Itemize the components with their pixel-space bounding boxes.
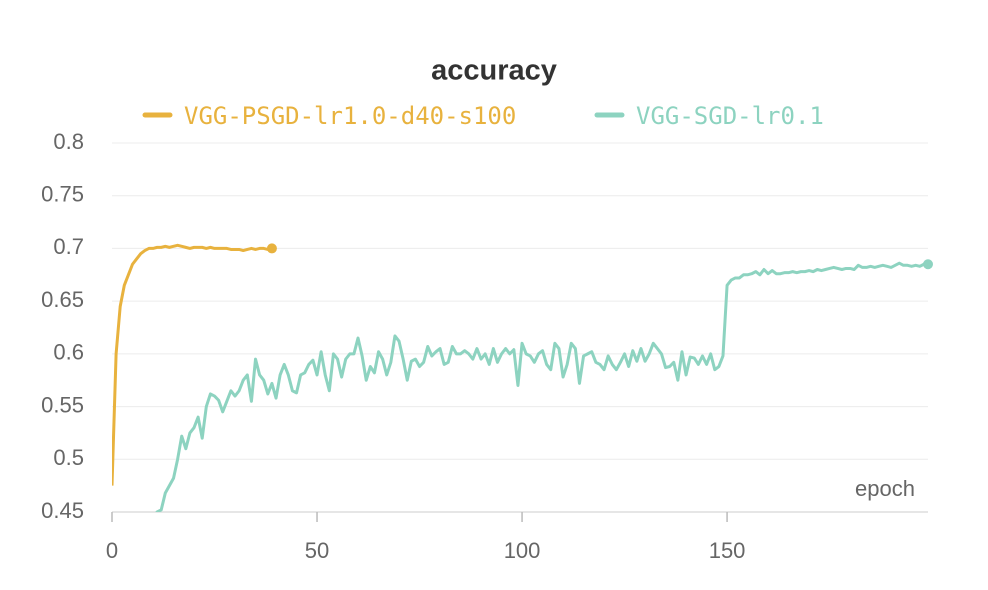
y-tick-label: 0.7 xyxy=(53,234,84,259)
y-tick-label: 0.55 xyxy=(41,392,84,417)
x-axis-label: epoch xyxy=(855,476,915,501)
series-line xyxy=(155,261,928,512)
y-tick-label: 0.5 xyxy=(53,445,84,470)
chart-title: accuracy xyxy=(431,55,557,87)
x-tick-label: 150 xyxy=(709,538,746,563)
x-tick-label: 0 xyxy=(106,538,118,563)
legend-label: VGG-PSGD-lr1.0-d40-s100 xyxy=(184,102,516,130)
y-tick-label: 0.6 xyxy=(53,340,84,365)
plot-area xyxy=(112,243,928,512)
legend-label: VGG-SGD-lr0.1 xyxy=(636,102,824,130)
end-point xyxy=(266,243,277,254)
y-tick-label: 0.75 xyxy=(41,182,84,207)
series-line xyxy=(112,243,273,486)
y-tick-label: 0.8 xyxy=(53,129,84,154)
y-tick-label: 0.45 xyxy=(41,498,84,523)
x-tick-label: 50 xyxy=(305,538,329,563)
y-tick-label: 0.65 xyxy=(41,287,84,312)
x-tick-label: 100 xyxy=(504,538,541,563)
end-point xyxy=(923,259,933,270)
